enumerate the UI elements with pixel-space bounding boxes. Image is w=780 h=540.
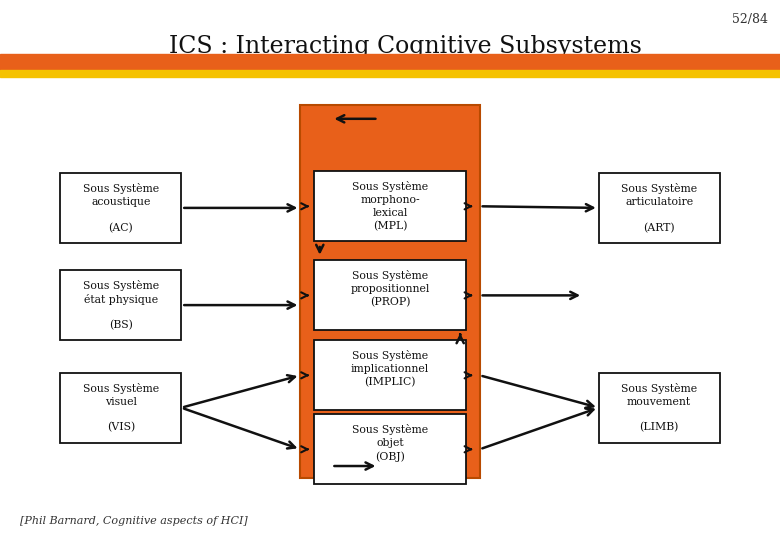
Bar	[599, 173, 719, 243]
Text: ICS : Interacting Cognitive Subsystems: ICS : Interacting Cognitive Subsystems	[169, 35, 642, 58]
Bar	[314, 340, 466, 410]
Text: Sous Système
visuel

(VIS): Sous Système visuel (VIS)	[83, 383, 159, 433]
Bar	[61, 373, 181, 443]
Text: Sous Système
propositionnel
(PROP): Sous Système propositionnel (PROP)	[350, 271, 430, 320]
Text: Sous Système
mouvement

(LIMB): Sous Système mouvement (LIMB)	[621, 383, 697, 433]
Bar	[61, 270, 181, 340]
Bar	[314, 260, 466, 330]
Bar	[0, 54, 780, 70]
Text: 52/84: 52/84	[732, 14, 768, 26]
Bar	[314, 414, 466, 484]
Bar	[599, 373, 719, 443]
Text: Sous Système
objet
(OBJ): Sous Système objet (OBJ)	[352, 424, 428, 474]
Text: Sous Système
acoustique

(AC): Sous Système acoustique (AC)	[83, 183, 159, 233]
Bar	[61, 173, 181, 243]
Text: [Phil Barnard, Cognitive aspects of HCI]: [Phil Barnard, Cognitive aspects of HCI]	[20, 516, 247, 526]
Text: Sous Système
état physique

(BS): Sous Système état physique (BS)	[83, 280, 159, 330]
Text: Sous Système
articulatoire

(ART): Sous Système articulatoire (ART)	[621, 183, 697, 233]
Text: Sous Système
implicationnel
(IMPLIC): Sous Système implicationnel (IMPLIC)	[351, 350, 429, 400]
Bar	[314, 171, 466, 241]
Bar	[300, 105, 480, 478]
Text: Sous Système
morphono-
lexical
(MPL): Sous Système morphono- lexical (MPL)	[352, 181, 428, 231]
Bar	[0, 70, 780, 77]
